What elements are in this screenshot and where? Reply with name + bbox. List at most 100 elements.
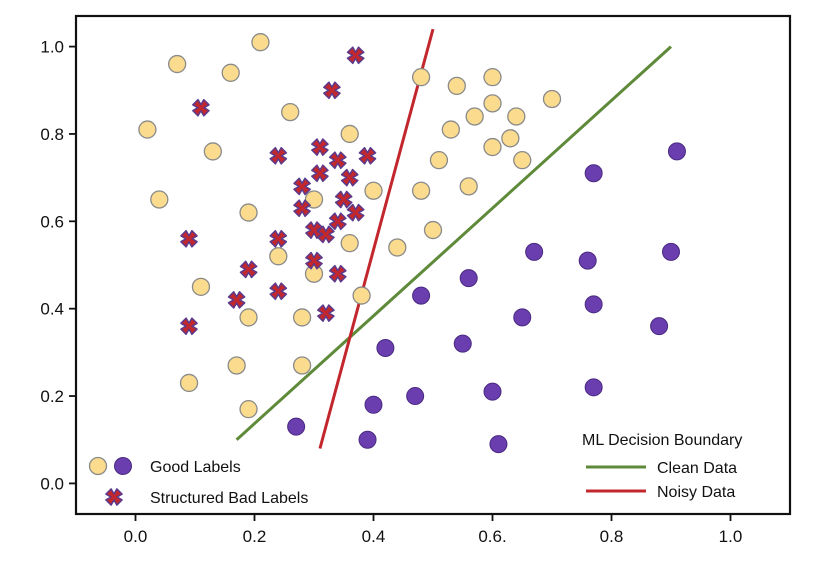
plot-frame: [74, 14, 792, 516]
red-cross-point: [334, 190, 353, 209]
red-cross-point: [269, 146, 288, 165]
yellow-circle-point: [304, 264, 324, 283]
yellow-circle-point: [179, 373, 199, 393]
decision-boundary-lines: [235, 28, 673, 449]
legend-label: Good Labels: [150, 459, 241, 476]
yellow-circle-point: [340, 124, 359, 144]
data-points: [138, 33, 686, 454]
legend-purple-circle-marker: [114, 457, 132, 475]
red-cross-point: [346, 46, 365, 65]
y-tick-label: 0.6: [40, 212, 64, 231]
yellow-circle-point: [191, 277, 211, 296]
y-tick-label: 0.2: [40, 387, 64, 406]
yellow-circle-point: [239, 400, 258, 419]
purple-circle-point: [459, 269, 478, 288]
yellow-circle-point: [411, 68, 431, 87]
purple-circle-point: [489, 435, 508, 454]
red-cross-point: [340, 168, 359, 187]
yellow-circle-point: [239, 308, 258, 327]
red-cross-point: [239, 260, 258, 279]
yellow-circle-point: [167, 54, 187, 74]
yellow-circle-point: [340, 234, 359, 253]
yellow-circle-point: [423, 220, 443, 240]
purple-circle-point: [584, 164, 603, 183]
x-tick-label: 0.8: [600, 527, 624, 546]
red-cross-point: [269, 229, 288, 248]
legend-label: Clean Data: [657, 460, 737, 477]
purple-circle-point: [406, 387, 425, 406]
x-tick-label: 0.6.: [478, 527, 506, 546]
purple-circle-point: [584, 378, 603, 397]
yellow-circle-point: [281, 102, 300, 122]
purple-circle-point: [662, 242, 680, 261]
legend-label: Structured Bad Labels: [150, 490, 308, 507]
purple-circle-point: [578, 251, 597, 270]
legend-yellow-circle-marker: [88, 456, 108, 476]
purple-circle-point: [513, 308, 532, 327]
yellow-circle-point: [388, 238, 407, 257]
yellow-circle-point: [447, 76, 466, 96]
red-cross-point: [269, 282, 288, 301]
yellow-circle-point: [239, 203, 258, 222]
purple-circle-point: [650, 317, 669, 336]
yellow-circle-point: [459, 177, 478, 196]
yellow-circle-point: [292, 356, 312, 375]
red-cross-point: [180, 229, 198, 248]
x-tick-label: 0.4: [362, 527, 386, 546]
purple-circle-point: [667, 142, 686, 161]
purple-circle-point: [412, 286, 431, 305]
yellow-circle-point: [227, 356, 246, 375]
red-cross-point: [346, 203, 365, 222]
red-cross-point: [293, 199, 311, 218]
yellow-circle-point: [483, 137, 502, 157]
legend-label: Noisy Data: [657, 484, 735, 501]
y-tick-label: 1.0: [40, 38, 64, 57]
purple-circle-point: [584, 295, 603, 314]
purple-circle-point: [287, 417, 306, 436]
red-cross-point: [317, 304, 335, 322]
yellow-circle-point: [483, 68, 502, 87]
red-cross-point: [311, 164, 329, 183]
purple-circle-point: [483, 382, 502, 401]
red-cross-point: [311, 138, 329, 156]
yellow-circle-point: [138, 120, 157, 139]
y-tick-label: 0.0: [40, 474, 64, 493]
red-cross-point: [317, 225, 335, 244]
yellow-circle-point: [251, 33, 270, 52]
yellow-circle-point: [441, 120, 461, 139]
purple-circle-point: [453, 334, 472, 353]
purple-circle-point: [525, 242, 544, 261]
yellow-circle-point: [507, 107, 526, 126]
x-tick-label: 0.0: [124, 527, 148, 546]
legend-labels: Good Labels Structured Bad Labels: [88, 456, 308, 507]
yellow-circle-point: [411, 181, 431, 200]
y-tick-label: 0.8: [40, 125, 64, 144]
y-tick-label: 0.4: [40, 300, 64, 319]
legend-decision-boundary: ML Decision Boundary Clean Data Noisy Data: [582, 432, 742, 501]
purple-circle-point: [358, 430, 377, 449]
red-cross-point: [358, 146, 377, 165]
red-cross-point: [328, 264, 347, 283]
yellow-circle-point: [269, 247, 288, 266]
red-cross-point: [305, 251, 323, 270]
axis-ticks: 0.0 0.2 0.4 0.6. 0.8 1.0 0.0 0.2 0.4 0.6 0.8 1.0: [40, 38, 742, 546]
yellow-circle-point: [150, 190, 169, 209]
yellow-circle-point: [292, 308, 312, 327]
red-cross-point: [180, 317, 198, 336]
yellow-circle-point: [483, 94, 502, 113]
x-tick-label: 1.0: [719, 527, 743, 546]
x-tick-label: 0.2: [243, 527, 267, 546]
noisy-data-boundary-line: [318, 28, 435, 449]
yellow-circle-point: [501, 129, 520, 148]
red-cross-point: [227, 291, 246, 309]
red-cross-point: [328, 212, 347, 231]
yellow-circle-point: [221, 63, 240, 82]
legend-red-cross-marker: [105, 488, 123, 506]
yellow-circle-point: [542, 89, 562, 109]
yellow-circle-point: [352, 286, 371, 305]
yellow-circle-point: [304, 190, 324, 209]
purple-circle-point: [364, 395, 383, 414]
yellow-circle-point: [513, 151, 532, 170]
